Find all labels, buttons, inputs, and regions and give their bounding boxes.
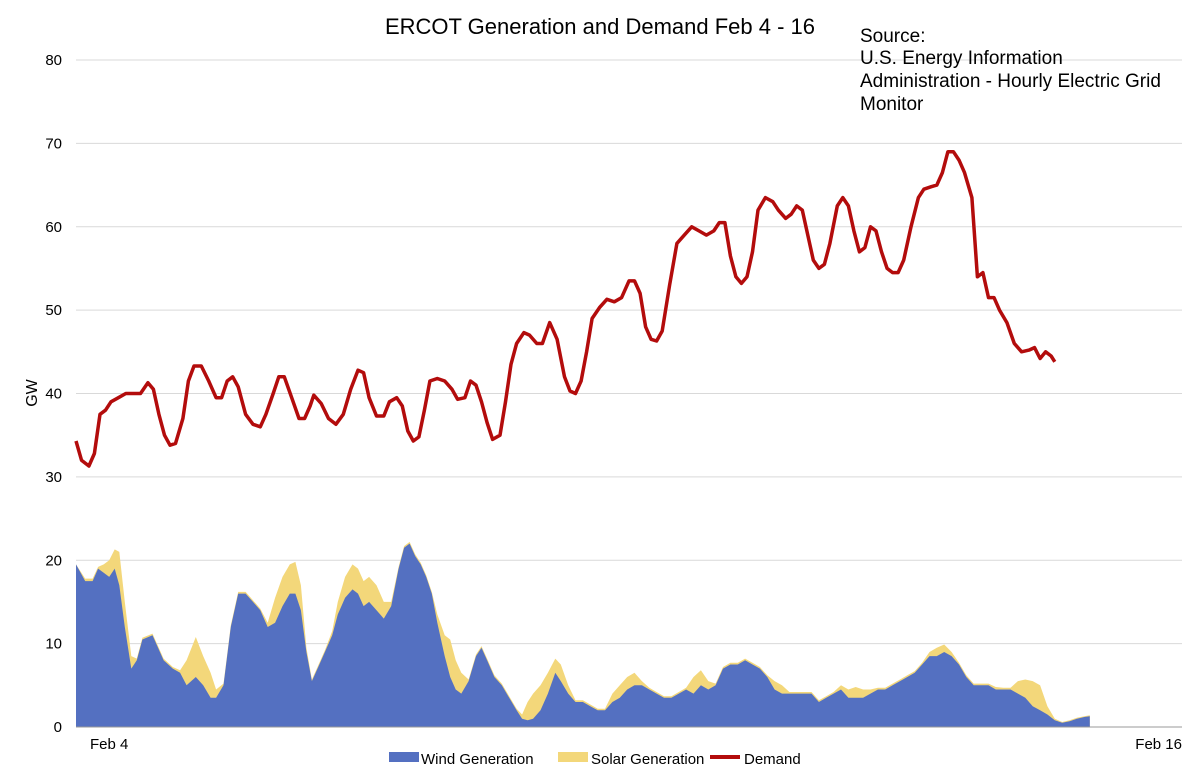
source-line: Monitor bbox=[860, 94, 924, 115]
y-tick-label: 10 bbox=[45, 636, 62, 653]
y-tick-label: 50 bbox=[45, 302, 62, 319]
demand-line bbox=[74, 149, 1057, 468]
y-tick-label: 80 bbox=[45, 52, 62, 69]
gridlines bbox=[76, 59, 1182, 645]
demand-line-group bbox=[74, 149, 1057, 468]
legend-swatch-demand bbox=[710, 755, 740, 759]
legend-swatch-solar bbox=[558, 752, 588, 762]
legend-item-solar: Solar Generation bbox=[558, 751, 704, 768]
legend-label-solar: Solar Generation bbox=[591, 751, 704, 768]
legend-item-wind: Wind Generation bbox=[389, 751, 534, 768]
axes: 0 10 20 30 40 50 60 70 80 Feb 4 Feb 16 bbox=[45, 52, 1182, 753]
x-tick-label: Feb 16 bbox=[1135, 736, 1182, 753]
legend-item-demand: Demand bbox=[710, 751, 801, 768]
x-tick-label: Feb 4 bbox=[90, 736, 128, 753]
y-tick-label: 0 bbox=[54, 719, 62, 736]
y-tick-label: 40 bbox=[45, 386, 62, 403]
source-line: Source: bbox=[860, 26, 925, 47]
wind-generation-area bbox=[76, 543, 1090, 727]
chart-title: ERCOT Generation and Demand Feb 4 - 16 bbox=[385, 14, 815, 39]
y-tick-label: 60 bbox=[45, 219, 62, 236]
generation-areas bbox=[76, 541, 1090, 727]
source-note: Source: U.S. Energy Information Administ… bbox=[860, 26, 1161, 115]
y-tick-label: 70 bbox=[45, 135, 62, 152]
source-line: Administration - Hourly Electric Grid bbox=[860, 71, 1161, 92]
legend: Wind Generation Solar Generation Demand bbox=[389, 751, 801, 768]
source-line: U.S. Energy Information bbox=[860, 48, 1063, 69]
legend-label-demand: Demand bbox=[744, 751, 801, 768]
y-tick-label: 30 bbox=[45, 469, 62, 486]
y-tick-label: 20 bbox=[45, 552, 62, 569]
y-axis-label: GW bbox=[24, 378, 41, 406]
legend-label-wind: Wind Generation bbox=[421, 751, 534, 768]
legend-swatch-wind bbox=[389, 752, 419, 762]
